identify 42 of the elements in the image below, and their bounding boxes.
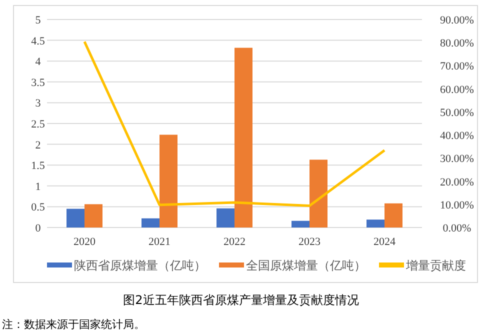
y2-tick-label: 0.00% <box>442 222 472 234</box>
legend-label: 增量贡献度 <box>405 258 466 272</box>
text: 图2近五年陕西省原煤产量增量及贡献度情况 <box>123 293 359 307</box>
y2-tick-label: 50.00% <box>440 106 474 119</box>
bar <box>216 208 234 228</box>
y-tick-label: 4.5 <box>31 35 46 48</box>
x-tick-label: 2024 <box>374 236 396 248</box>
x-tick-label: 2023 <box>298 236 321 248</box>
line-series <box>83 40 386 208</box>
y-tick-label: 4 <box>35 56 42 68</box>
y2-tick-label: 80.00% <box>440 38 474 50</box>
x-tick-label: 2021 <box>148 236 170 248</box>
y-tick-label: 0 <box>35 222 42 234</box>
bar <box>66 208 84 228</box>
legend-label: 全国原煤增量（亿吨） <box>246 258 366 272</box>
y2-tick-label: 60.00% <box>440 84 474 96</box>
bar <box>234 48 252 228</box>
bar <box>160 134 178 228</box>
y2-tick-label: 90.00% <box>440 14 474 26</box>
y2-tick-label: 70.00% <box>440 60 474 73</box>
bar <box>142 218 160 228</box>
y-tick-label: 1.5 <box>31 160 46 172</box>
bar <box>292 220 310 228</box>
x-tick-label: 2020 <box>74 236 96 248</box>
y-tick-label: 1 <box>35 180 41 193</box>
bar <box>84 204 102 228</box>
y2-tick-label: 40.00% <box>440 130 474 142</box>
y2-tick-label: 20.00% <box>440 176 474 188</box>
y-tick-label: 2 <box>35 139 41 152</box>
y2-tick-label: 30.00% <box>440 153 474 166</box>
bar <box>366 220 384 228</box>
y-tick-label: 3 <box>35 98 42 110</box>
x-tick-label: 2022 <box>224 236 246 248</box>
bar <box>384 203 402 228</box>
bar <box>310 160 328 228</box>
y-tick-label: 0.5 <box>31 202 46 214</box>
y-tick-label: 2.5 <box>31 118 46 130</box>
text: 注：数据来源于国家统计局。 <box>2 318 145 331</box>
legend-label: 陕西省原煤增量（亿吨） <box>74 258 206 272</box>
y-tick-label: 5 <box>35 14 42 26</box>
y2-tick-label: 10.00% <box>440 199 474 212</box>
y-tick-label: 3.5 <box>31 76 46 89</box>
